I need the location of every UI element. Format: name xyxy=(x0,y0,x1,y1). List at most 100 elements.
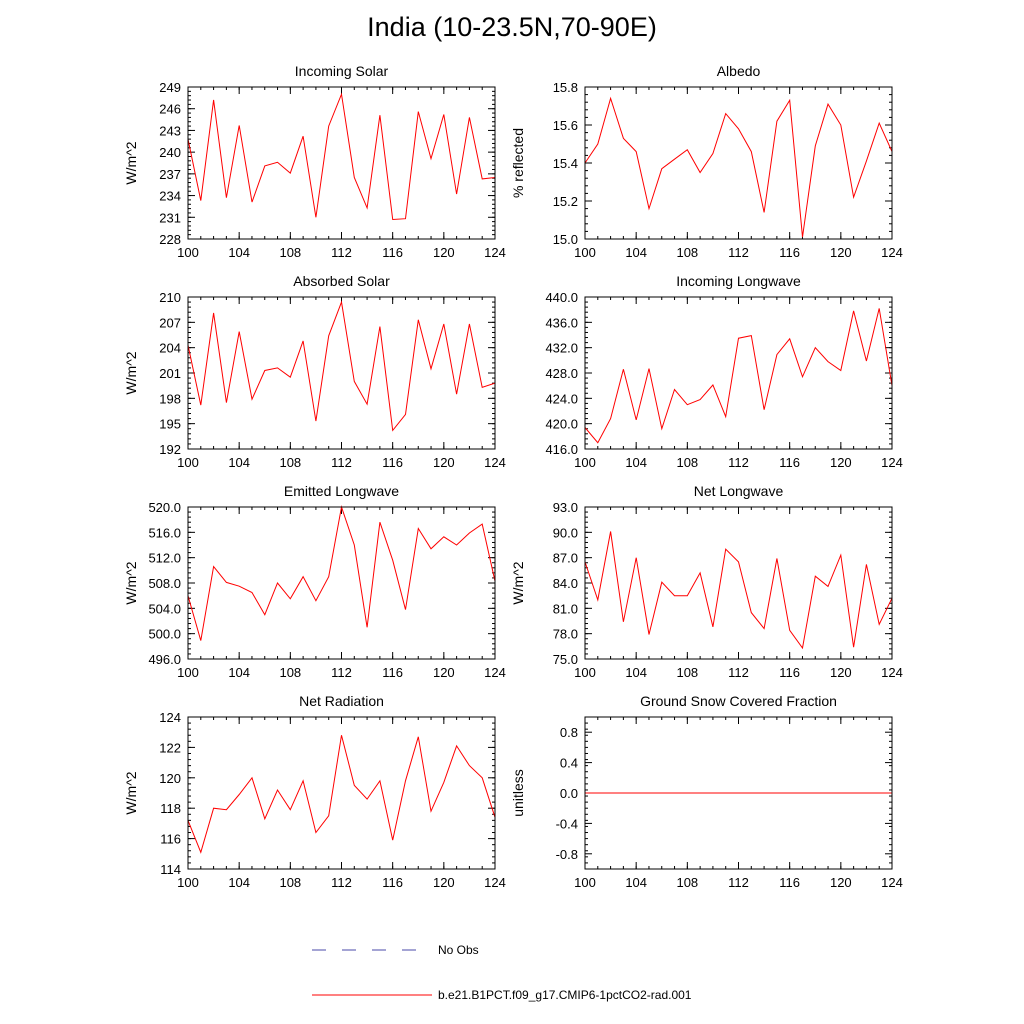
x-tick-label: 124 xyxy=(484,665,506,680)
x-tick-label: 116 xyxy=(382,665,403,680)
x-tick-label: 100 xyxy=(177,245,199,260)
panel-ground-snow-covered-fraction: Ground Snow Covered Fraction 100 104 108 112… xyxy=(510,693,903,890)
x-tick-label: 108 xyxy=(279,875,301,890)
x-tick-label: 116 xyxy=(779,665,800,680)
series-line-net-radiation xyxy=(187,735,496,854)
x-tick-label: 120 xyxy=(433,245,455,260)
y-tick-label: 201 xyxy=(159,366,181,381)
panel-incoming-solar: Incoming Solar 100 104 108 112 116 120 124 228 23… xyxy=(123,63,506,260)
x-tick-label: 100 xyxy=(177,455,199,470)
minor-ticks xyxy=(584,86,893,240)
x-tick-label: 100 xyxy=(177,875,199,890)
x-tick-label: 116 xyxy=(382,875,403,890)
panel-net-radiation: Net Radiation 100 104 108 112 116 120 124 114 116… xyxy=(123,693,506,890)
y-axis-label: W/m^2 xyxy=(123,141,139,184)
y-tick-label: -0.8 xyxy=(556,847,578,862)
y-tick-label: 237 xyxy=(159,167,181,182)
minor-ticks xyxy=(187,506,496,660)
panel-title: Incoming Solar xyxy=(295,63,389,79)
y-tick-label: 192 xyxy=(159,442,181,457)
x-tick-label: 112 xyxy=(331,875,352,890)
x-tick-label: 120 xyxy=(433,875,455,890)
y-tick-label: 500.0 xyxy=(148,627,181,642)
x-tick-label: 100 xyxy=(574,245,596,260)
y-axis-label: W/m^2 xyxy=(123,771,139,814)
y-tick-label: 207 xyxy=(159,315,181,330)
y-tick-label: 118 xyxy=(160,801,181,816)
plot-frame xyxy=(187,716,496,870)
panel-title: Absorbed Solar xyxy=(293,273,390,289)
y-tick-label: 240 xyxy=(159,145,181,160)
x-tick-label: 112 xyxy=(728,665,749,680)
x-tick-label: 124 xyxy=(484,875,506,890)
y-tick-label: 93.0 xyxy=(553,500,578,515)
x-tick-label: 104 xyxy=(625,245,647,260)
x-tick-label: 112 xyxy=(331,455,352,470)
x-tick-label: 108 xyxy=(279,245,301,260)
minor-ticks xyxy=(584,296,893,450)
panel-title: Net Longwave xyxy=(694,483,784,499)
y-tick-label: 432.0 xyxy=(545,341,578,356)
y-axis-label: W/m^2 xyxy=(510,561,526,604)
y-tick-label: 210 xyxy=(159,290,181,305)
y-tick-label: 84.0 xyxy=(553,576,578,591)
y-axis-label: % reflected xyxy=(510,128,526,198)
x-tick-label: 112 xyxy=(728,875,749,890)
panel-net-longwave: Net Longwave 100 104 108 112 116 120 124 75.0 78.… xyxy=(510,483,903,680)
x-tick-label: 124 xyxy=(881,455,903,470)
x-tick-label: 108 xyxy=(279,455,301,470)
x-tick-label: 120 xyxy=(433,455,455,470)
y-tick-label: 114 xyxy=(160,862,181,877)
x-tick-label: 120 xyxy=(830,455,852,470)
figure-title: India (10-23.5N,70-90E) xyxy=(367,12,657,42)
x-tick-label: 120 xyxy=(830,875,852,890)
x-tick-label: 104 xyxy=(228,875,250,890)
x-tick-label: 124 xyxy=(484,455,506,470)
plot-frame xyxy=(187,86,496,240)
series-line-albedo xyxy=(584,96,893,238)
legend-label-model: b.e21.B1PCT.f09_g17.CMIP6-1pctCO2-rad.00… xyxy=(438,988,692,1002)
y-tick-label: 228 xyxy=(159,232,181,247)
y-tick-label: 504.0 xyxy=(148,601,181,616)
x-tick-label: 116 xyxy=(779,875,800,890)
y-axis-label: W/m^2 xyxy=(123,561,139,604)
x-tick-label: 104 xyxy=(625,665,647,680)
x-tick-label: 100 xyxy=(574,455,596,470)
y-tick-label: 416.0 xyxy=(545,442,578,457)
y-tick-label: 204 xyxy=(159,341,181,356)
panel-emitted-longwave: Emitted Longwave 100 104 108 112 116 120 124 496… xyxy=(123,483,506,680)
y-tick-label: 120 xyxy=(159,771,181,786)
y-tick-label: 75.0 xyxy=(553,652,578,667)
panel-title: Emitted Longwave xyxy=(284,483,399,499)
y-tick-label: 122 xyxy=(159,740,181,755)
y-tick-label: 195 xyxy=(159,417,181,432)
panel-incoming-longwave: Incoming Longwave 100 104 108 112 116 120 124 41… xyxy=(545,273,902,470)
x-tick-label: 104 xyxy=(228,245,250,260)
panel-title: Net Radiation xyxy=(299,693,384,709)
plot-frame xyxy=(187,506,496,660)
y-tick-label: 436.0 xyxy=(545,315,578,330)
x-tick-label: 116 xyxy=(779,455,800,470)
y-tick-label: 496.0 xyxy=(148,652,181,667)
x-tick-label: 124 xyxy=(881,875,903,890)
x-tick-label: 108 xyxy=(676,455,698,470)
y-tick-label: 508.0 xyxy=(148,576,181,591)
y-tick-label: 243 xyxy=(159,123,181,138)
x-tick-label: 116 xyxy=(779,245,800,260)
y-tick-label: 124 xyxy=(159,710,181,725)
y-tick-label: 428.0 xyxy=(545,366,578,381)
panel-albedo: Albedo 100 104 108 112 116 120 124 15.0 15.2 15.4 1… xyxy=(510,63,903,260)
y-axis-label: unitless xyxy=(510,769,526,816)
y-tick-label: 198 xyxy=(159,391,181,406)
x-tick-label: 108 xyxy=(676,875,698,890)
x-tick-label: 104 xyxy=(228,665,250,680)
x-tick-label: 104 xyxy=(228,455,250,470)
panel-absorbed-solar: Absorbed Solar 100 104 108 112 116 120 124 192 19… xyxy=(123,273,506,470)
y-tick-label: 420.0 xyxy=(545,417,578,432)
plot-frame xyxy=(187,296,496,450)
x-tick-label: 120 xyxy=(830,665,852,680)
plot-frame xyxy=(584,296,893,450)
x-tick-label: 124 xyxy=(881,245,903,260)
y-tick-label: 516.0 xyxy=(148,525,181,540)
